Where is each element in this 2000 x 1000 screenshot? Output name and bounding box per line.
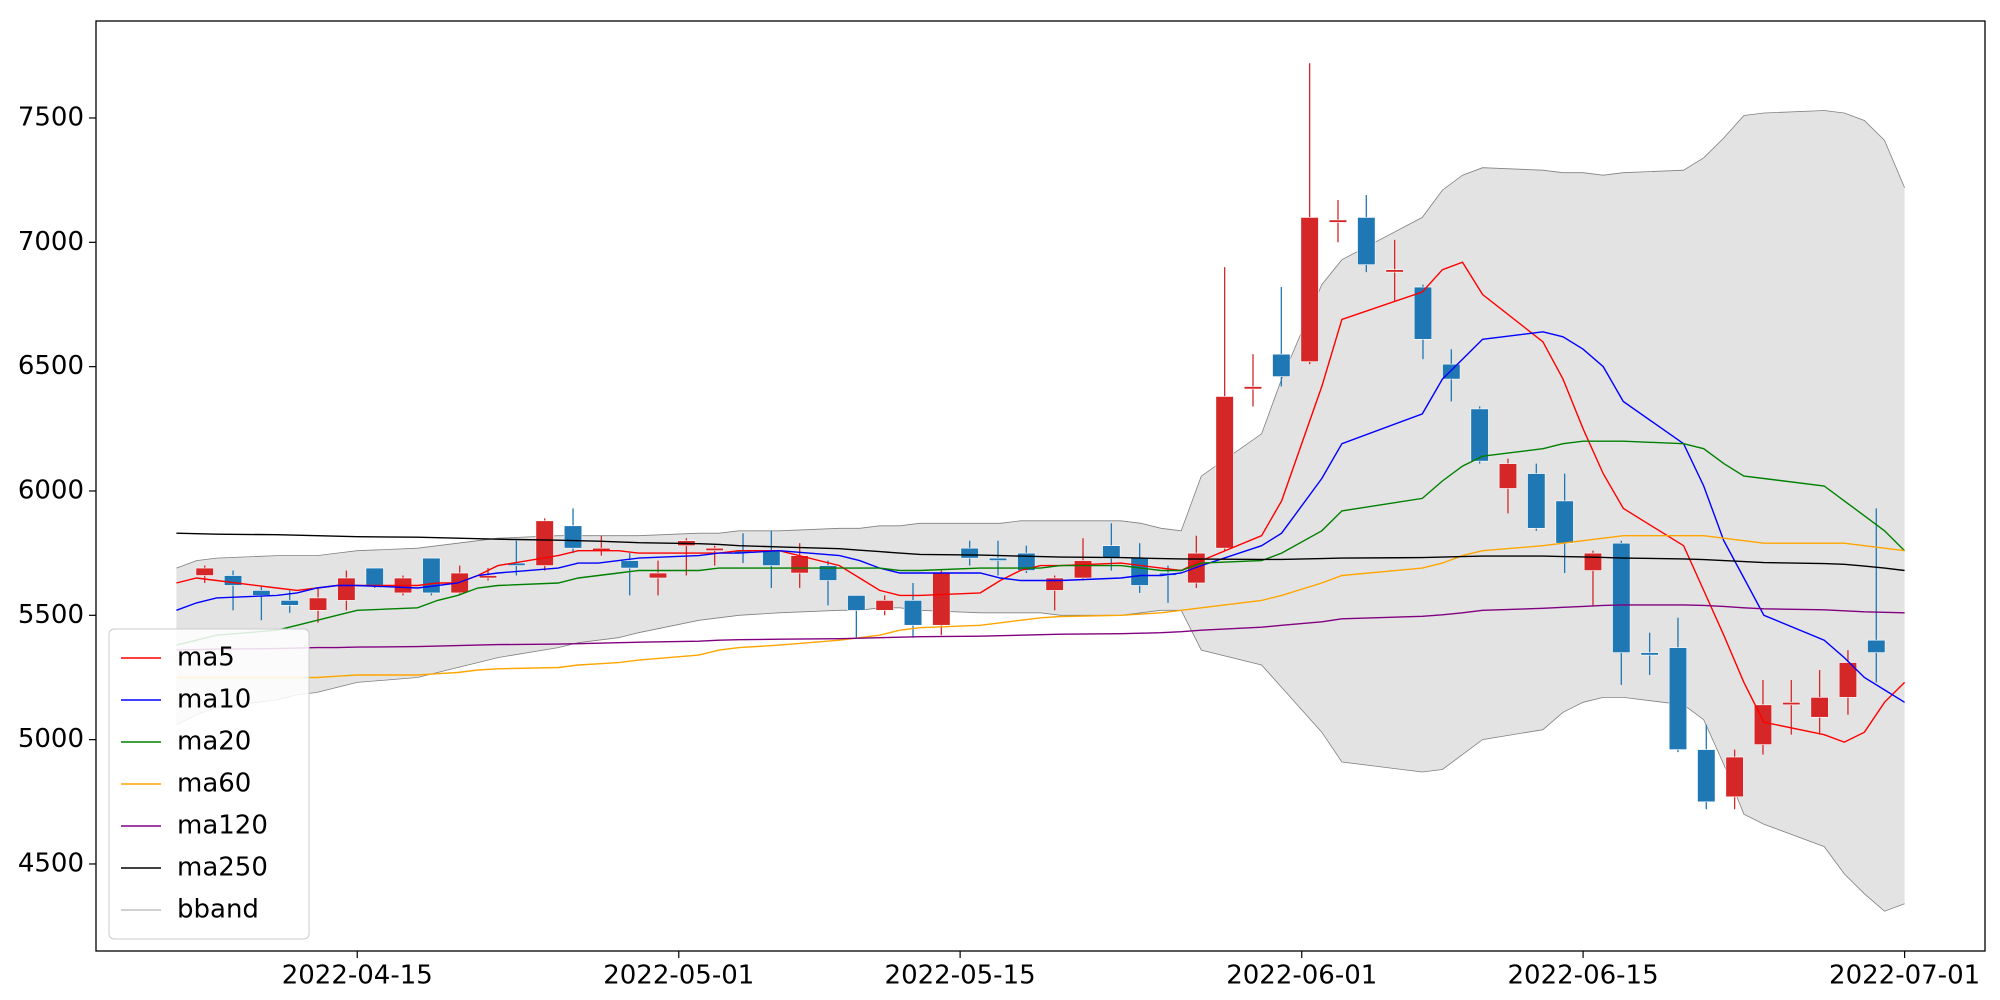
- legend-label: ma5: [177, 643, 235, 673]
- candle-body: [875, 600, 894, 611]
- x-tick-label: 2022-05-01: [603, 961, 754, 991]
- candle-body: [365, 567, 384, 586]
- candle-body: [535, 520, 554, 566]
- legend-label: ma250: [177, 853, 268, 883]
- band-edge: [176, 607, 1905, 912]
- band-edge: [176, 110, 1905, 569]
- candle-body: [847, 595, 866, 611]
- candle-body: [1130, 557, 1149, 586]
- candle-body: [1243, 386, 1263, 390]
- candle-body: [1385, 269, 1404, 273]
- legend-label: bband: [177, 895, 259, 925]
- y-tick-label: 6000: [18, 475, 84, 505]
- candle-body: [1782, 702, 1801, 706]
- ma-line: [176, 440, 1906, 646]
- candle-body: [1555, 500, 1574, 544]
- legend-label: ma10: [177, 685, 251, 715]
- candle-body: [790, 555, 809, 574]
- y-tick-label: 7500: [18, 102, 84, 132]
- candle-body: [478, 575, 498, 579]
- y-tick-label: 6500: [18, 351, 84, 381]
- y-tick-label: 5500: [18, 600, 84, 630]
- candle-body: [1413, 286, 1433, 340]
- y-tick-label: 4500: [18, 848, 84, 878]
- candle-body: [762, 550, 781, 566]
- x-tick-label: 2022-04-15: [282, 961, 433, 991]
- candle-body: [1810, 697, 1829, 718]
- candle-body: [1102, 545, 1121, 559]
- candle-body: [1867, 639, 1886, 653]
- candle-body: [932, 572, 951, 626]
- candle-body: [1272, 353, 1291, 377]
- candle-body: [960, 547, 979, 559]
- candle-body: [1498, 463, 1518, 489]
- candle-body: [280, 600, 299, 606]
- candle-body: [1017, 552, 1036, 571]
- x-tick-label: 2022-05-15: [885, 961, 1036, 991]
- legend-label: ma120: [177, 811, 268, 841]
- x-tick-label: 2022-06-15: [1508, 961, 1659, 991]
- legend-box: [108, 628, 310, 940]
- y-tick-label: 7000: [18, 227, 84, 257]
- candle-body: [1725, 756, 1744, 798]
- y-tick-label: 5000: [18, 724, 84, 754]
- plot-frame: [95, 20, 1986, 952]
- legend-label: ma20: [177, 727, 251, 757]
- candle-body: [252, 590, 271, 596]
- legend-label: ma60: [177, 769, 251, 799]
- candle-body: [1838, 662, 1858, 698]
- candle-body: [705, 547, 724, 551]
- band-area: [176, 110, 1905, 912]
- candle-body: [648, 572, 668, 579]
- candle-body: [1215, 396, 1234, 549]
- candle-body: [337, 577, 356, 601]
- candle-body: [563, 525, 583, 549]
- candle-body: [1583, 552, 1603, 571]
- candle-body: [1328, 219, 1348, 223]
- candle-body: [818, 565, 838, 581]
- candle-body: [1300, 217, 1319, 362]
- ma-line: [176, 532, 1905, 572]
- candle-body: [223, 575, 243, 586]
- candle-body: [1612, 542, 1631, 653]
- candle-body: [1357, 217, 1376, 265]
- candle-body: [1697, 749, 1716, 803]
- candle-body: [1527, 473, 1546, 529]
- candle-body: [1640, 652, 1659, 656]
- legend: ma5 ma10 ma20 ma60 ma120 ma250 bband: [108, 628, 310, 940]
- x-tick-label: 2022-07-01: [1829, 961, 1980, 991]
- candle-body: [1668, 647, 1688, 750]
- candle-body: [1753, 704, 1773, 745]
- x-tick-label: 2022-06-01: [1226, 961, 1377, 991]
- candle-body: [903, 600, 923, 626]
- candle-body: [1470, 408, 1489, 462]
- candle-body: [988, 557, 1008, 561]
- candle-body: [620, 560, 639, 569]
- candle-body: [308, 597, 328, 611]
- ma-line: [176, 331, 1905, 703]
- ma-line: [176, 535, 1905, 679]
- candle-body: [1073, 560, 1093, 579]
- candle-body: [195, 567, 214, 576]
- ma-line: [176, 604, 1905, 651]
